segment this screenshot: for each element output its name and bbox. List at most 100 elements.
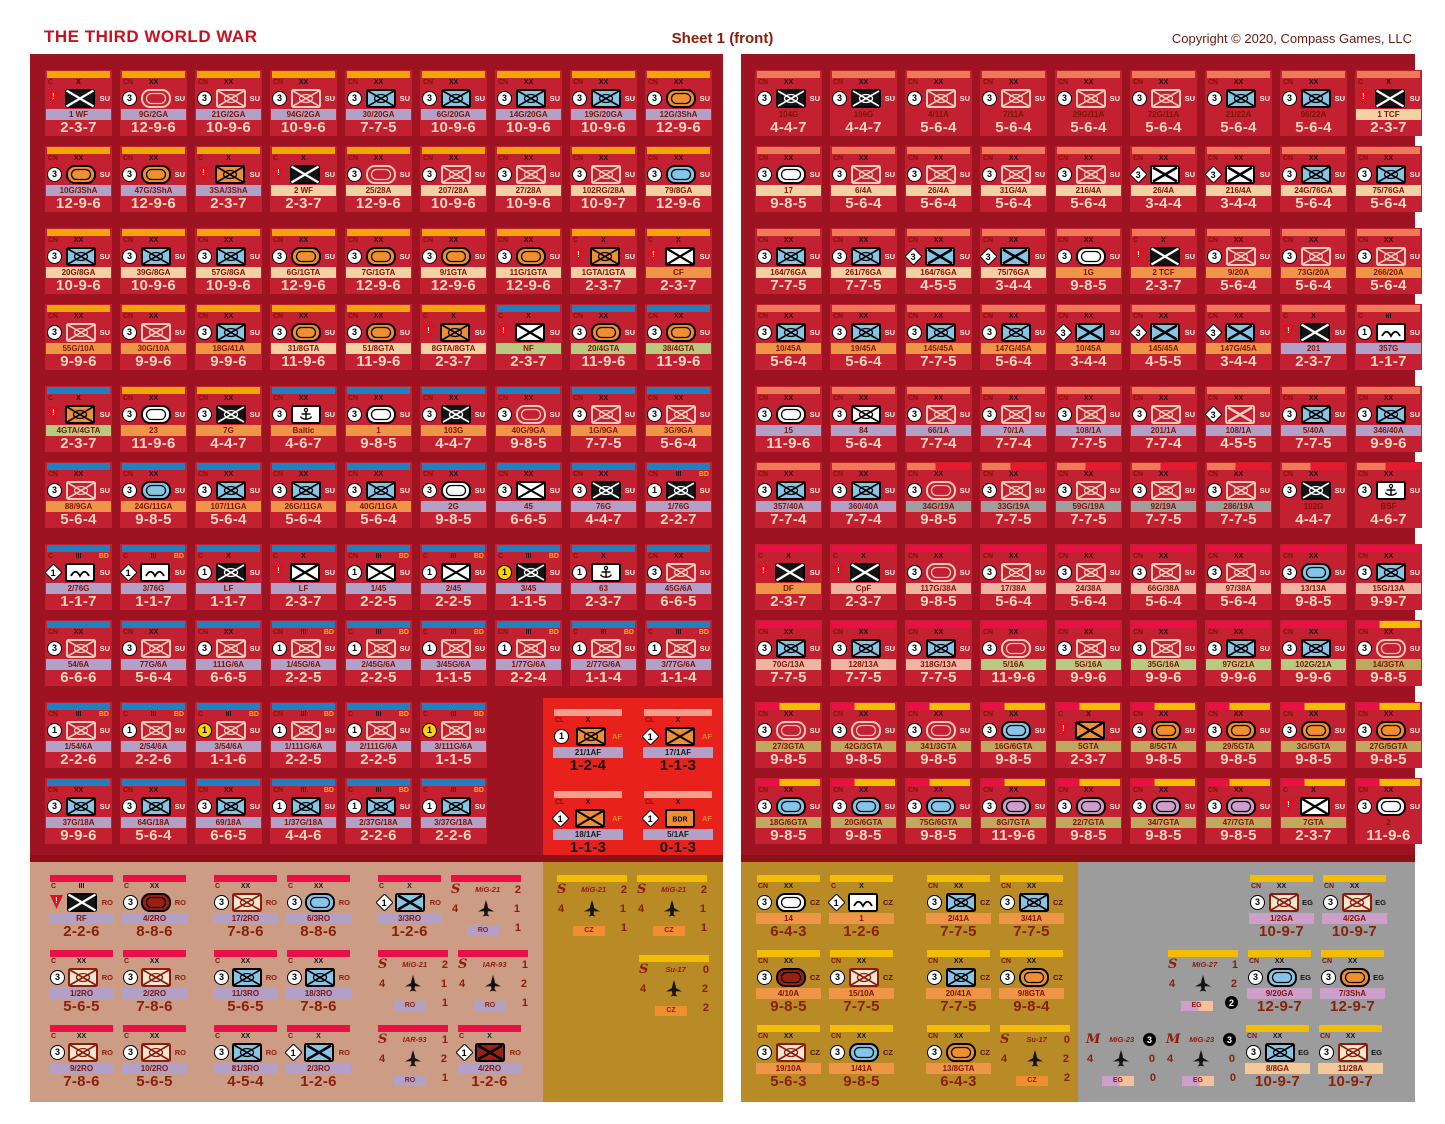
branch-stripe bbox=[982, 147, 1045, 154]
unit-name: 13/8GTA bbox=[926, 1063, 991, 1074]
branch-stripe bbox=[422, 545, 485, 552]
counter-2/41A: CN XX 3 CZ 2/41A 7-7-5 bbox=[925, 874, 992, 940]
echelon-label: CN bbox=[833, 787, 844, 794]
formation-number-badge: 3 bbox=[1204, 164, 1223, 184]
combat-values: 9-9-6 bbox=[60, 827, 97, 844]
echelon-label: C bbox=[833, 553, 839, 560]
counter-51/8GTA: CN XX 3 SU 51/8GTA 11-9-6 bbox=[345, 304, 412, 370]
nationality-tag: CZ bbox=[572, 925, 605, 936]
branch-stripe bbox=[757, 71, 820, 78]
branch-stripe bbox=[347, 147, 410, 154]
nationality-label: SU bbox=[1034, 251, 1045, 261]
front-hq-triangle-icon: ! bbox=[50, 895, 63, 909]
air-attack-value: 1 bbox=[440, 978, 447, 990]
counter-25/28A: CN XX 3 SU 25/28A 12-9-6 bbox=[345, 146, 412, 212]
counter-29G/11A: CN XX 3 SU 29G/11A 5-6-4 bbox=[1055, 70, 1122, 136]
branch-stripe bbox=[422, 703, 485, 710]
counter-2/2RO: C XX 3 RO 2/2RO 7-8-6 bbox=[121, 949, 188, 1015]
mech-symbol-icon bbox=[575, 726, 606, 746]
counter-40G/9GA: CN XX 3 SU 40G/9GA 9-8-5 bbox=[495, 386, 562, 452]
unit-name: 111G/6A bbox=[196, 659, 261, 670]
counter-8GTA/8GTA: C X! SU 8GTA/8GTA 2-3-7 bbox=[420, 304, 487, 370]
combat-values: 5-6-4 bbox=[360, 511, 397, 528]
echelon-label: C bbox=[51, 883, 57, 890]
mech-symbol-icon bbox=[1075, 480, 1106, 500]
counter-23: CN XX 3 SU 23 11-9-6 bbox=[120, 386, 187, 452]
formation-number-badge: 1 bbox=[422, 564, 437, 580]
branch-stripe bbox=[197, 545, 260, 552]
unit-size-label: XX bbox=[1233, 471, 1244, 478]
czech-section: CN XX 3 CZ 14 6-4-3 C X 1 CZ 1 1-2-6 CN XX 3 CZ 2/41A 7-7… bbox=[741, 862, 1078, 1102]
echelon-label: C bbox=[459, 1033, 465, 1040]
nationality-label: SU bbox=[959, 169, 970, 179]
branch-stripe bbox=[451, 875, 521, 882]
mech-symbol-icon bbox=[215, 88, 246, 108]
echelon-label: CN bbox=[1133, 629, 1144, 636]
mech-symbol-icon bbox=[68, 967, 99, 987]
mech-symbol-icon bbox=[1300, 164, 1331, 184]
combat-values: 9-8-5 bbox=[1070, 827, 1107, 844]
unit-size-label: XX bbox=[73, 787, 84, 794]
unit-size-label: XX bbox=[1008, 395, 1019, 402]
nationality-label: SU bbox=[809, 409, 820, 419]
counter-97G/21A: CN XX 3 SU 97G/21A 9-9-6 bbox=[1205, 620, 1272, 686]
front-hq-triangle-icon: ! bbox=[47, 91, 60, 105]
unit-name: 216/4A bbox=[1056, 185, 1121, 196]
jet-icon bbox=[476, 898, 496, 920]
mech-symbol-icon bbox=[65, 480, 96, 500]
counter-9/1GTA: CN XX 3 SU 9/1GTA 12-9-6 bbox=[420, 228, 487, 294]
air-count-value: 2 bbox=[1063, 1071, 1070, 1084]
counter-row: CN XX 3 SU 357/40A 7-7-4 CN XX 3 SU 360/40A 7-7-4 CN… bbox=[755, 462, 1422, 528]
echelon-label: C bbox=[215, 883, 221, 890]
mech-symbol-icon bbox=[365, 796, 396, 816]
mech-symbol-icon bbox=[590, 480, 621, 500]
unit-size-label: XX bbox=[448, 471, 459, 478]
echelon-label: CN bbox=[758, 1033, 769, 1040]
mech-symbol-icon bbox=[305, 967, 336, 987]
unit-size-label: XX bbox=[858, 313, 869, 320]
branch-stripe bbox=[1282, 71, 1345, 78]
echelon-label: CN bbox=[983, 395, 994, 402]
combat-values: 7-7-4 bbox=[1145, 435, 1182, 452]
branch-stripe bbox=[1132, 545, 1195, 552]
armor-symbol-icon bbox=[1000, 720, 1031, 740]
echelon-label: CN bbox=[648, 79, 659, 86]
combat-values: 7-8-6 bbox=[300, 998, 337, 1015]
unit-size-label: XX bbox=[783, 313, 794, 320]
counter-26/4A: CN XX 3 SU 26/4A 5-6-4 bbox=[905, 146, 972, 212]
armor-symbol-icon bbox=[140, 164, 171, 184]
counter-row: CN XX 3 SU 104G 4-4-7 CN XX 3 SU 106G 4-4-7 CN XX 3 SU 4… bbox=[755, 70, 1422, 136]
unit-name: 11G/1GTA bbox=[496, 267, 561, 278]
combat-values: 2-2-6 bbox=[135, 751, 172, 768]
formation-number-badge: 3 bbox=[907, 166, 922, 182]
formation-number-badge: 1 bbox=[641, 808, 660, 828]
unit-name: 145/45A bbox=[906, 343, 971, 354]
branch-stripe bbox=[907, 305, 970, 312]
counter-1/54/6A: CN III BD 1 SU 1/54/6A 2-2-6 bbox=[45, 702, 112, 768]
xdiv-symbol-icon bbox=[475, 1042, 506, 1062]
unit-size-label: XX bbox=[76, 958, 87, 965]
echelon-label: CN bbox=[123, 787, 134, 794]
branch-stripe bbox=[458, 1025, 521, 1032]
aircraft-counter-MiG-21: S MiG-21 2 4 1 RO 1 bbox=[376, 949, 450, 1015]
formation-number-badge: 3 bbox=[287, 894, 302, 910]
formation-number-badge: 3 bbox=[1132, 406, 1147, 422]
counter-14G/20GA: CN XX 3 SU 14G/20GA 10-9-6 bbox=[495, 70, 562, 136]
combat-values: 9-8-5 bbox=[845, 827, 882, 844]
counter-21/22A: CN XX 3 SU 21/22A 5-6-4 bbox=[1205, 70, 1272, 136]
mech-symbol-icon bbox=[1000, 322, 1031, 342]
combat-values: 1-1-7 bbox=[60, 593, 97, 610]
counter-row: CN XX 3 SU 18G/6GTA 9-8-5 CN XX 3 SU 20G/6GTA 9-8-5… bbox=[755, 778, 1422, 844]
aircraft-type: MiG-21 bbox=[581, 885, 607, 894]
unit-name: 1GTA/1GTA bbox=[571, 267, 636, 278]
combat-values: 3-4-4 bbox=[1220, 353, 1257, 370]
mech-symbol-icon bbox=[215, 480, 246, 500]
unit-size-label: XX bbox=[933, 79, 944, 86]
nationality-label: SU bbox=[1334, 643, 1345, 653]
counter-row: S MiG-21 2 4 1 CZ 1 S MiG-21 2 4 1 CZ 1 bbox=[555, 874, 723, 940]
branch-stripe bbox=[572, 71, 635, 78]
echelon-label: CN bbox=[1247, 1033, 1258, 1040]
combat-values: 5-6-4 bbox=[285, 511, 322, 528]
echelon-label: C bbox=[348, 711, 354, 718]
mech-symbol-icon bbox=[590, 164, 621, 184]
